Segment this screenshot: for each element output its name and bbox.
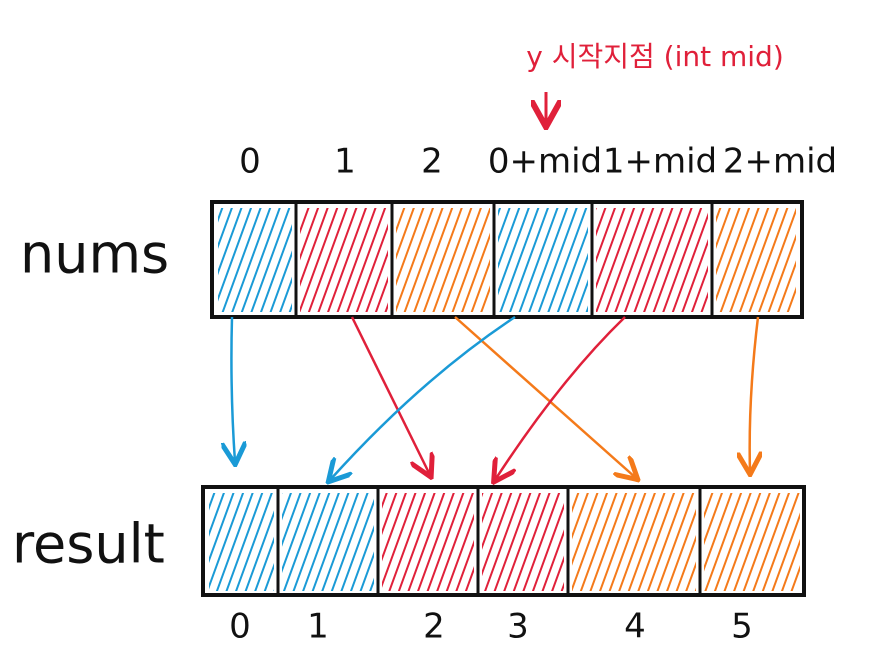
annotation: y 시작지점 (int mid) bbox=[526, 40, 784, 73]
result-index: 5 bbox=[731, 607, 753, 647]
nums-index: 0+mid bbox=[488, 142, 602, 182]
result-index: 3 bbox=[507, 607, 529, 647]
nums-index: 1 bbox=[334, 142, 356, 182]
nums-index: 2+mid bbox=[723, 142, 837, 182]
result-label: result bbox=[12, 513, 165, 576]
result-index: 2 bbox=[423, 607, 445, 647]
nums-index: 2 bbox=[421, 142, 443, 182]
nums-index: 1+mid bbox=[603, 142, 717, 182]
result-index: 0 bbox=[229, 607, 251, 647]
result-index: 4 bbox=[624, 607, 646, 647]
nums-array bbox=[210, 200, 804, 319]
nums-index: 0 bbox=[239, 142, 261, 182]
nums-label: nums bbox=[20, 223, 169, 286]
result-index: 1 bbox=[307, 607, 329, 647]
result-array bbox=[201, 485, 806, 597]
mapping-arrows bbox=[231, 315, 758, 480]
index-labels: 0 1 2 0+mid 1+mid 2+mid 0 1 2 3 4 5 bbox=[229, 142, 837, 647]
